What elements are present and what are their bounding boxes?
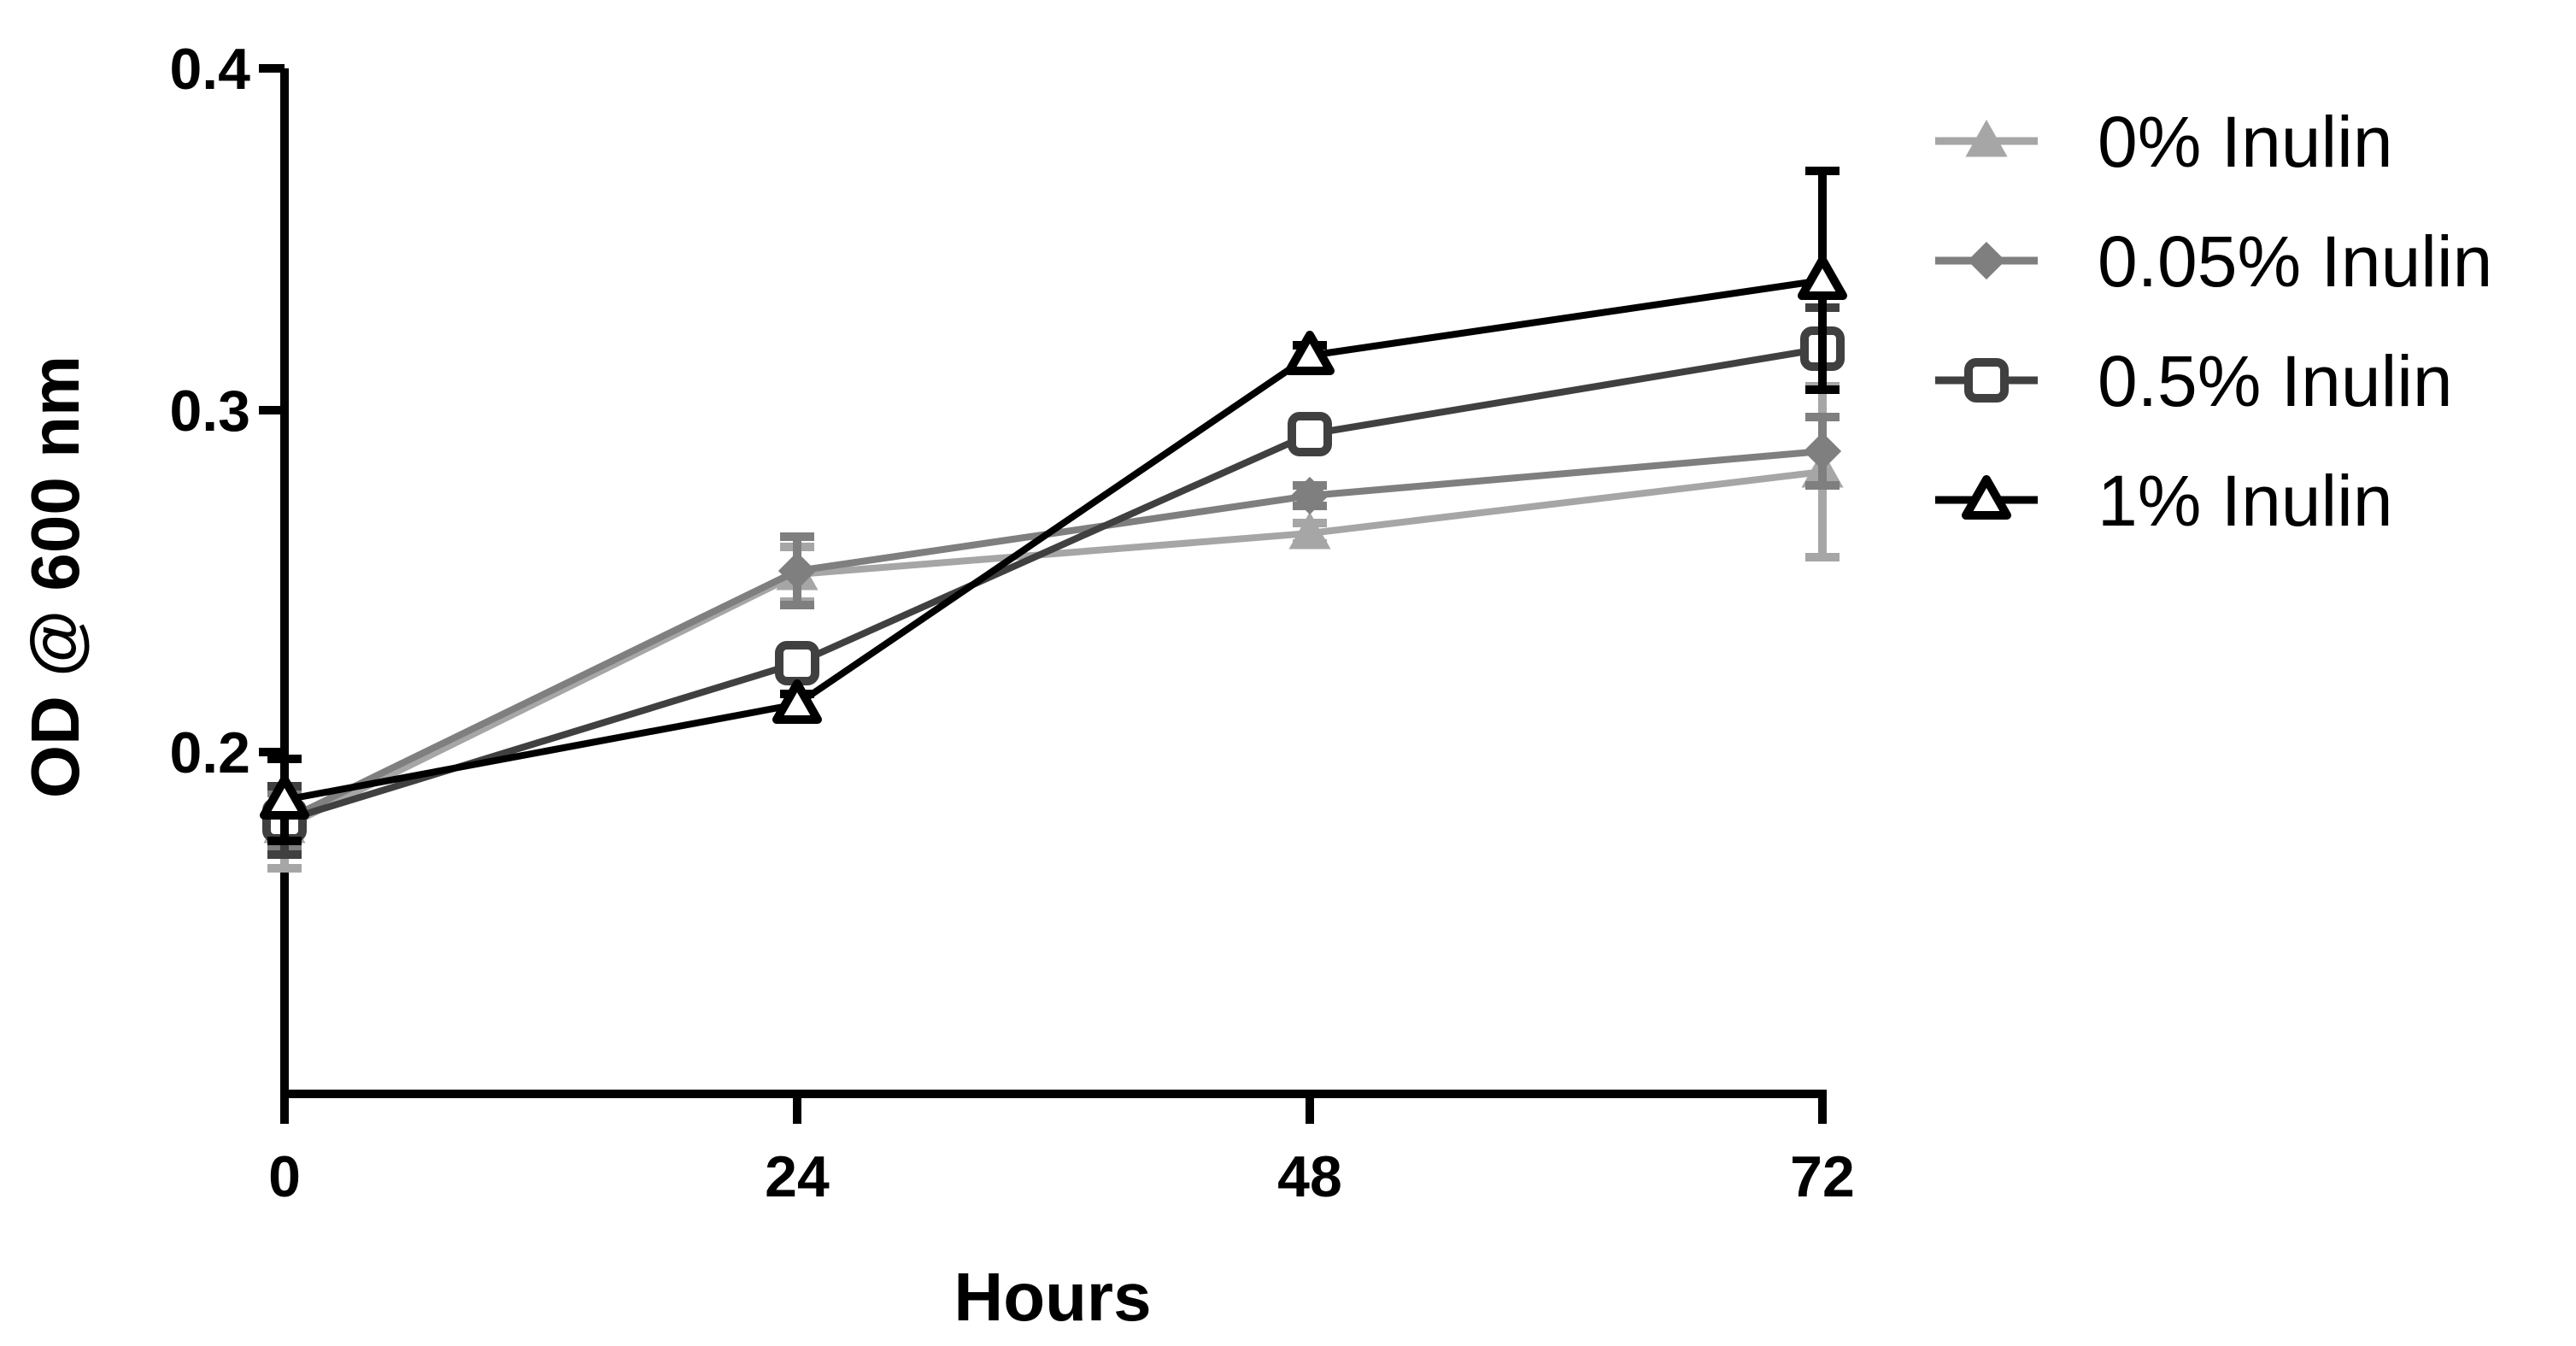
y-tick-label: 0.2 [169,720,250,785]
x-tick-label: 48 [1277,1144,1342,1209]
legend-item-3: 1% Inulin [1935,461,2393,541]
axes: 0.2 0.3 0.4 0 24 48 72 [169,37,1854,1209]
series-2 [262,303,1845,859]
legend-marker [1965,119,2008,157]
legend-item-0: 0% Inulin [1935,102,2393,182]
series-0 [263,382,1844,873]
data-point [1803,432,1842,471]
series-line [283,448,1823,824]
series-line [283,468,1823,831]
x-tick-label: 0 [268,1144,301,1209]
x-tick-label: 24 [765,1144,830,1209]
data-point [1798,256,1847,300]
data-point [775,641,819,685]
legend-label: 0.05% Inulin [2098,221,2492,302]
x-tick-label: 72 [1790,1144,1855,1209]
series-1 [265,413,1842,852]
series-line [284,277,1823,803]
y-tick-label: 0.3 [169,379,250,444]
x-axis-title: Hours [954,1259,1151,1335]
legend: 0% Inulin 0.05% Inulin 0.5% Inulin 1% Inuli… [1935,102,2492,541]
legend-marker [1967,241,2006,280]
data-point [777,551,817,591]
legend-item-1: 0.05% Inulin [1935,221,2492,302]
legend-label: 0% Inulin [2098,102,2393,182]
legend-label: 1% Inulin [2098,461,2393,541]
data-point [772,679,822,724]
data-point [1288,511,1331,550]
y-axis-title: OD @ 600 nm [17,356,93,798]
legend-marker [1964,358,2009,403]
series-layer [260,167,1847,873]
legend-marker [1962,475,2011,520]
legend-item-2: 0.5% Inulin [1935,341,2453,421]
series-3 [260,167,1847,845]
data-point [260,775,309,820]
data-point [1285,331,1335,375]
data-point [1288,412,1332,456]
series-line [283,345,1823,824]
legend-label: 0.5% Inulin [2098,341,2453,421]
data-point [1290,476,1329,515]
y-tick-label: 0.4 [169,37,250,102]
